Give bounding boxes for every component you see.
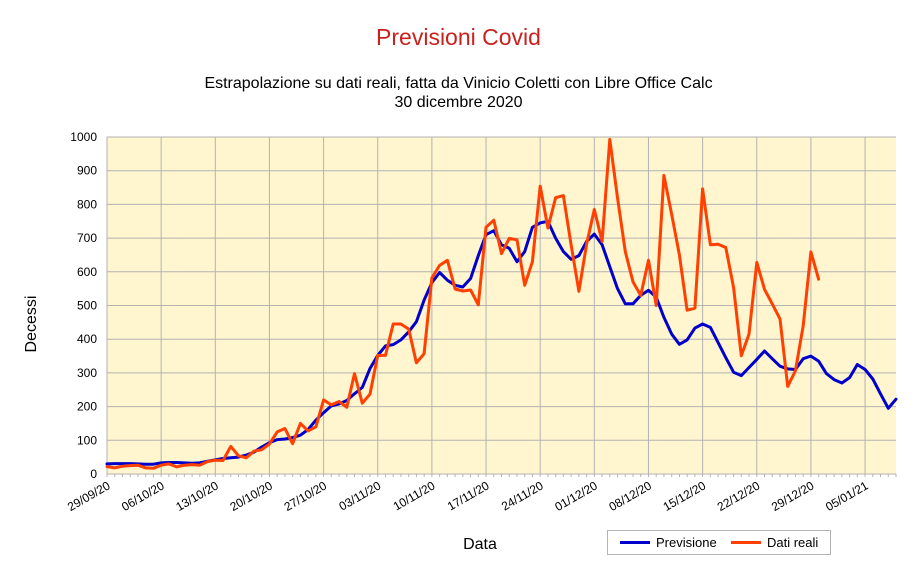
x-tick-label: 03/11/20	[337, 478, 384, 513]
y-tick-label: 1000	[70, 130, 97, 144]
x-tick-label: 08/12/20	[607, 478, 655, 514]
y-tick-label: 700	[77, 231, 97, 245]
x-tick-label: 05/01/21	[823, 478, 871, 514]
y-tick-label: 900	[77, 164, 97, 178]
legend-item-dati-reali: Dati reali	[731, 531, 818, 554]
chart-legend: Previsione Dati reali	[607, 530, 831, 555]
chart-subtitle-line1: Estrapolazione su dati reali, fatta da V…	[204, 75, 713, 92]
legend-swatch-previsione	[620, 541, 650, 544]
legend-label-previsione: Previsione	[656, 535, 717, 550]
x-tick-label: 27/10/20	[282, 478, 330, 514]
y-tick-label: 500	[77, 299, 97, 313]
y-tick-label: 100	[77, 433, 97, 447]
x-tick-label: 22/12/20	[715, 478, 763, 514]
x-tick-label: 06/10/20	[119, 478, 167, 514]
x-tick-label: 17/11/20	[445, 478, 492, 513]
legend-swatch-dati-reali	[731, 541, 761, 544]
chart-title: Previsioni Covid	[376, 24, 541, 50]
x-tick-label: 29/09/20	[65, 478, 113, 514]
y-axis-label: Decessi	[23, 296, 40, 353]
x-axis-label: Data	[463, 536, 497, 553]
y-tick-label: 300	[77, 366, 97, 380]
y-tick-label: 800	[77, 197, 97, 211]
series-line-dati-reali	[105, 137, 821, 470]
y-tick-label: 200	[77, 400, 97, 414]
chart-subtitle-line2: 30 dicembre 2020	[394, 94, 523, 111]
series-lines	[105, 137, 898, 470]
x-tick-label: 29/12/20	[769, 478, 817, 514]
x-tick-label: 13/10/20	[173, 478, 221, 514]
y-tick-label: 600	[77, 265, 97, 279]
x-tick-label: 15/12/20	[661, 478, 709, 514]
x-tick-label: 01/12/20	[552, 478, 600, 514]
legend-item-previsione: Previsione	[620, 531, 717, 554]
y-tick-label: 400	[77, 332, 97, 346]
x-axis-ticks: 29/09/20 06/10/20 13/10/20 20/10/20 27/10/20…	[65, 474, 897, 514]
y-tick-label: 0	[90, 467, 97, 481]
x-tick-label: 20/10/20	[227, 478, 275, 514]
y-axis-ticks: 0 100 200 300 400 500 600 700 800 900 1000	[70, 130, 97, 481]
legend-label-dati-reali: Dati reali	[767, 535, 819, 550]
x-tick-label: 24/11/20	[499, 478, 546, 513]
x-tick-label: 10/11/20	[391, 478, 438, 513]
